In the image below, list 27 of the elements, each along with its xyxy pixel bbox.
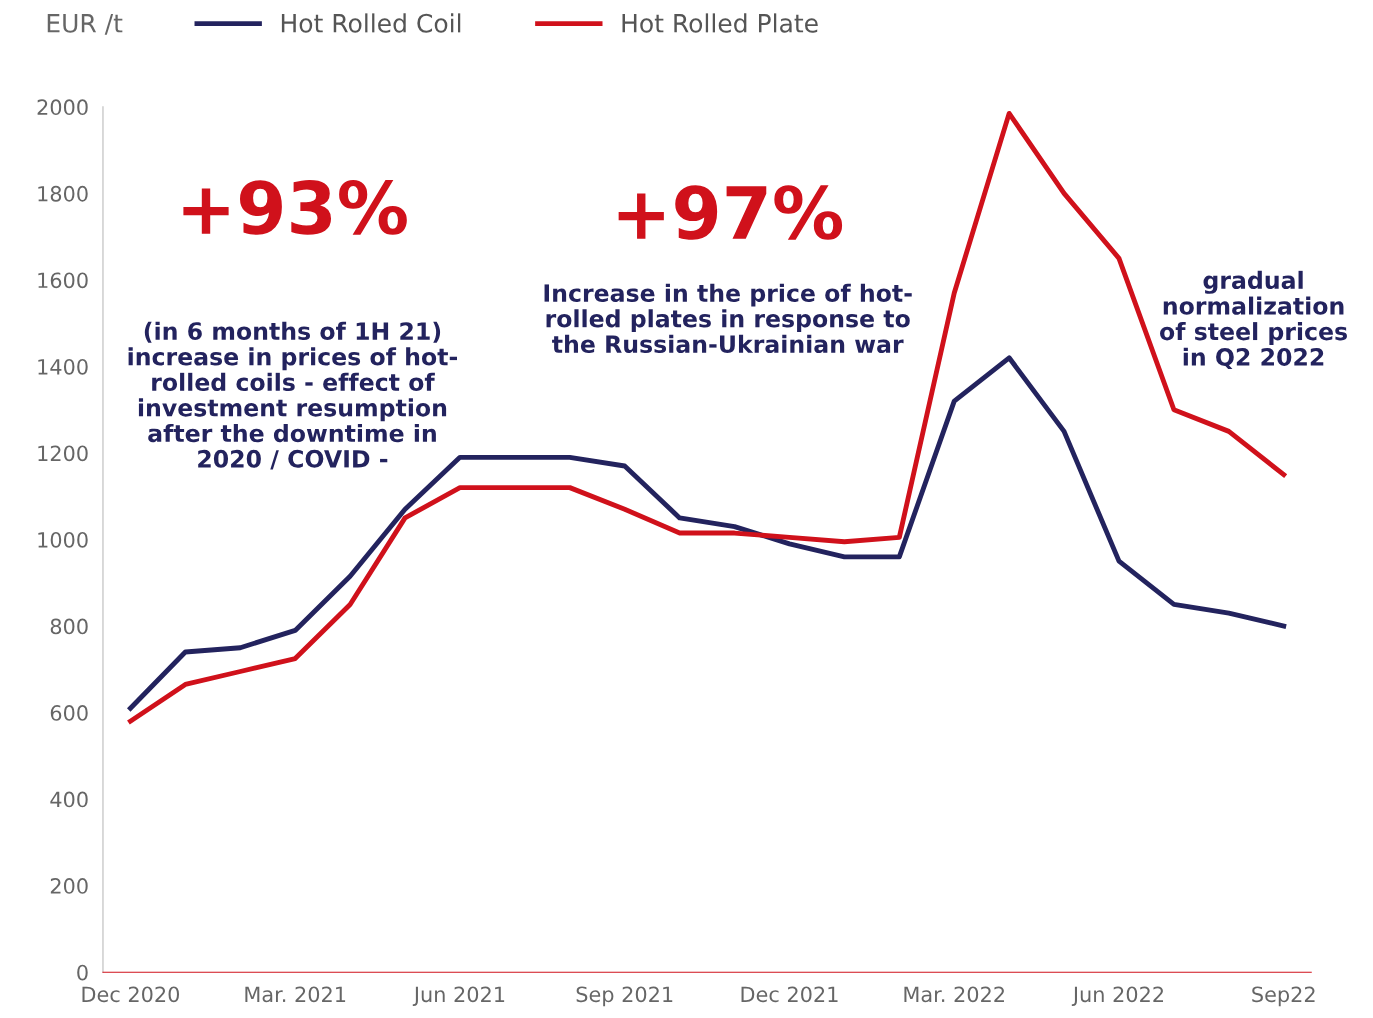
y-tick-label: 0 — [77, 964, 88, 981]
y-axis-title: EUR /t — [47, 14, 123, 35]
annotation: gradual normalization of steel prices in Q2 2022 — [1160, 270, 1347, 370]
y-tick-label: 200 — [50, 878, 88, 894]
annotation: +93% — [183, 180, 407, 235]
y-tick-label: 800 — [50, 618, 88, 635]
y-tick-label: 1200 — [38, 445, 88, 462]
y-tick-label: 1600 — [38, 272, 88, 289]
legend-label: Hot Rolled Plate — [622, 13, 818, 33]
x-tick-label: Sep22 — [1252, 986, 1315, 1007]
annotation: (in 6 months of 1H 21) increase in prices of hot- rolled coils - effect of investment resumption after the downtime in 2020 / COVID - — [128, 321, 457, 470]
legend-label: Hot Rolled Coil — [281, 13, 461, 33]
x-tick-label: Dec 2020 — [82, 986, 180, 1003]
y-tick-label: 2000 — [37, 99, 88, 116]
x-tick-label: Jun 2021 — [412, 986, 505, 1007]
y-tick-label: 600 — [50, 705, 88, 721]
y-tick-label: 1800 — [38, 185, 88, 202]
y-tick-label: 400 — [50, 791, 88, 808]
y-tick-label: 1000 — [38, 531, 88, 548]
annotation: +97% — [618, 185, 843, 240]
y-tick-label: 1400 — [38, 358, 88, 375]
x-tick-label: Sep 2021 — [576, 986, 673, 1007]
annotation: Increase in the price of hot- rolled plates in response to the Russian-Ukrainian war — [544, 283, 912, 354]
x-tick-label: Mar. 2021 — [245, 986, 346, 1003]
x-tick-label: Jun 2022 — [1071, 986, 1164, 1007]
x-tick-label: Mar. 2022 — [904, 986, 1004, 1003]
x-tick-label: Dec 2021 — [741, 986, 838, 1003]
